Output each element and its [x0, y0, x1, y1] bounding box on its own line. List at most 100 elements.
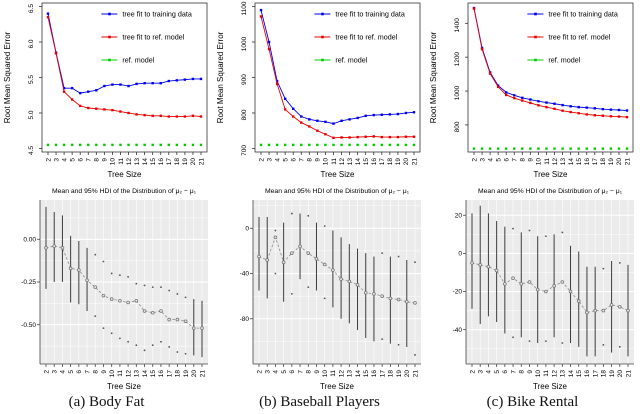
svg-text:Tree Size: Tree Size: [320, 382, 354, 391]
svg-text:Root Mean Squared Error: Root Mean Squared Error: [3, 31, 12, 123]
svg-text:14: 14: [142, 158, 149, 166]
svg-text:1000: 1000: [241, 36, 248, 51]
svg-text:3: 3: [265, 370, 272, 374]
svg-text:Mean and 95% HDI of the Distri: Mean and 95% HDI of the Distribution of …: [478, 188, 623, 195]
svg-text:11: 11: [118, 158, 125, 165]
svg-text:2: 2: [471, 158, 478, 162]
svg-text:14: 14: [355, 158, 362, 166]
svg-text:7: 7: [86, 158, 93, 162]
svg-text:1400: 1400: [454, 18, 461, 33]
svg-text:20: 20: [190, 158, 197, 166]
svg-text:tree fit to ref. model: tree fit to ref. model: [122, 33, 184, 42]
svg-text:7: 7: [512, 158, 519, 162]
svg-text:8: 8: [306, 370, 313, 374]
svg-text:5.5: 5.5: [28, 75, 35, 84]
svg-text:20: 20: [617, 370, 624, 378]
svg-text:18: 18: [600, 158, 607, 166]
svg-text:12: 12: [552, 158, 559, 166]
svg-text:900: 900: [241, 74, 248, 85]
svg-text:17: 17: [379, 370, 386, 378]
svg-text:11: 11: [330, 370, 337, 377]
svg-text:-0.50: -0.50: [21, 322, 36, 329]
caption-bike-rental: (c) Bike Rental: [486, 394, 579, 410]
svg-text:-0.25: -0.25: [21, 279, 36, 286]
svg-text:0.00: 0.00: [23, 236, 36, 243]
svg-text:13: 13: [560, 370, 567, 378]
svg-text:tree fit to training data: tree fit to training data: [335, 10, 405, 19]
svg-text:10: 10: [322, 370, 329, 378]
svg-text:4: 4: [61, 158, 68, 162]
svg-text:6: 6: [504, 158, 511, 162]
svg-text:-40: -40: [453, 327, 463, 334]
svg-text:17: 17: [166, 370, 173, 378]
svg-text:4: 4: [487, 158, 494, 162]
svg-text:12: 12: [338, 370, 345, 378]
svg-text:2: 2: [256, 370, 263, 374]
svg-text:13: 13: [134, 158, 141, 166]
svg-text:13: 13: [134, 370, 141, 378]
svg-text:7: 7: [299, 158, 306, 162]
svg-text:18: 18: [388, 370, 395, 378]
svg-text:3: 3: [266, 158, 273, 162]
svg-text:Tree Size: Tree Size: [534, 170, 568, 179]
svg-text:0: 0: [458, 251, 462, 258]
svg-text:19: 19: [396, 370, 403, 378]
svg-text:8: 8: [94, 158, 101, 162]
svg-text:2: 2: [258, 158, 265, 162]
svg-text:7: 7: [84, 370, 91, 374]
svg-text:ref. model: ref. model: [335, 56, 367, 65]
svg-text:16: 16: [371, 158, 378, 166]
svg-text:17: 17: [592, 158, 599, 166]
svg-text:2: 2: [43, 370, 50, 374]
caption-baseball-players: (b) Baseball Players: [259, 394, 380, 410]
svg-text:12: 12: [551, 370, 558, 378]
svg-text:5: 5: [281, 370, 288, 374]
svg-text:19: 19: [395, 158, 402, 166]
svg-text:15: 15: [363, 158, 370, 166]
svg-text:20: 20: [404, 370, 411, 378]
svg-text:13: 13: [347, 370, 354, 378]
svg-text:5: 5: [69, 158, 76, 162]
caption-row: (a) Body Fat (b) Baseball Players (c) Bi…: [0, 392, 640, 414]
svg-text:10: 10: [535, 370, 542, 378]
svg-text:12: 12: [126, 158, 133, 166]
svg-text:19: 19: [608, 158, 615, 166]
chart-rmse-bike-rental-svg: 800 1000 1200 1400 Root Mean Squared Error 2 3…: [429, 2, 634, 179]
svg-text:4: 4: [274, 158, 281, 162]
chart-hdi-baseball: Mean and 95% HDI of the Distribution of …: [213, 180, 426, 392]
svg-text:12: 12: [339, 158, 346, 166]
svg-text:3: 3: [53, 158, 60, 162]
svg-text:17: 17: [166, 158, 173, 166]
chart-hdi-bike-rental: Mean and 95% HDI of the Distribution of …: [426, 180, 639, 392]
svg-text:2: 2: [469, 370, 476, 374]
svg-text:15: 15: [576, 370, 583, 378]
chart-hdi-body-fat-svg: Mean and 95% HDI of the Distribution of …: [21, 188, 208, 391]
svg-text:10: 10: [323, 158, 330, 166]
svg-text:21: 21: [199, 370, 206, 378]
chart-hdi-body-fat: Mean and 95% HDI of the Distribution of …: [0, 180, 213, 392]
svg-text:tree fit to training data: tree fit to training data: [548, 10, 618, 19]
svg-text:18: 18: [387, 158, 394, 166]
svg-text:16: 16: [158, 370, 165, 378]
svg-text:7: 7: [297, 370, 304, 374]
svg-text:18: 18: [174, 158, 181, 166]
svg-text:21: 21: [411, 158, 418, 166]
svg-text:1100: 1100: [241, 1, 248, 15]
chart-rmse-body-fat-svg: 4.5 5.0 5.5 6.0 6.5 Root Mean Squared Error 2 3…: [3, 2, 208, 179]
chart-rmse-body-fat: 4.5 5.0 5.5 6.0 6.5 Root Mean Squared Error 2 3…: [0, 0, 213, 180]
svg-text:9: 9: [102, 158, 109, 162]
svg-text:20: 20: [455, 212, 463, 219]
svg-text:Tree Size: Tree Size: [108, 170, 142, 179]
chart-hdi-baseball-svg: Mean and 95% HDI of the Distribution of …: [240, 188, 421, 391]
svg-text:3: 3: [478, 370, 485, 374]
chart-rmse-baseball: 700 800 900 1000 1100 Root Mean Squared Error…: [213, 0, 426, 180]
svg-text:15: 15: [150, 158, 157, 166]
svg-text:Tree Size: Tree Size: [107, 382, 141, 391]
svg-text:800: 800: [241, 109, 248, 120]
svg-text:Mean and 95% HDI of the Distri: Mean and 95% HDI of the Distribution of …: [265, 188, 410, 195]
svg-text:15: 15: [363, 370, 370, 378]
svg-text:5.0: 5.0: [28, 110, 35, 119]
svg-text:8: 8: [520, 158, 527, 162]
svg-text:18: 18: [601, 370, 608, 378]
